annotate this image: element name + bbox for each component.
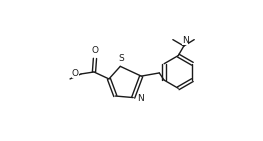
- Text: O: O: [72, 69, 79, 78]
- Text: N: N: [137, 94, 144, 103]
- Text: O: O: [92, 46, 98, 55]
- Text: S: S: [118, 54, 124, 63]
- Text: N: N: [182, 36, 188, 45]
